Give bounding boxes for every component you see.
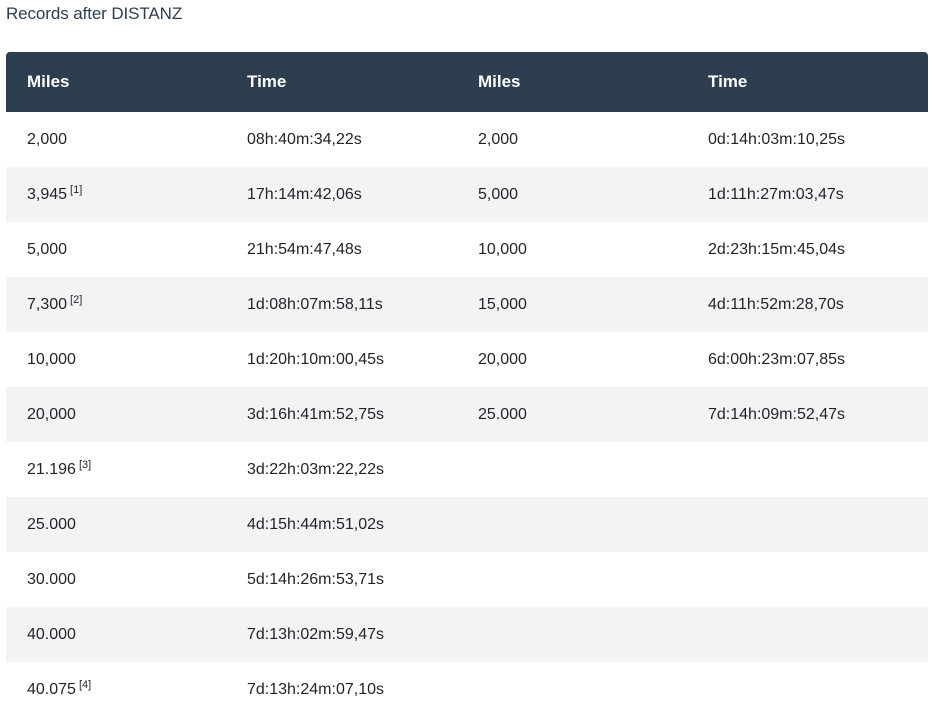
table-row: 21.196 [3] 3d:22h:03m:22,22s <box>6 442 928 497</box>
cell-miles-2 <box>457 442 687 497</box>
cell-miles-1: 21.196 [3] <box>6 442 226 497</box>
table-row: 5,000 21h:54m:47,48s 10,000 2d:23h:15m:45,0… <box>6 222 928 277</box>
page-title: Records after DISTANZ <box>6 4 183 23</box>
cell-miles-2: 10,000 <box>478 240 527 258</box>
cell-miles-1: 30.000 <box>6 552 226 607</box>
miles-value: 20,000 <box>27 405 76 423</box>
cell-miles-1: 25.000 <box>6 497 226 552</box>
miles-value: 30.000 <box>27 570 76 588</box>
cell-time-1: 21h:54m:47,48s <box>247 240 362 258</box>
records-table: Miles Time Miles Time 2,000 08h:40m:34,22… <box>6 52 928 717</box>
table-row: 3,945 [1] 17h:14m:42,06s 5,000 1d:11h:27m:03… <box>6 167 928 222</box>
table-row: 25.000 4d:15h:44m:51,02s <box>6 497 928 552</box>
header-time-2: Time <box>708 72 748 91</box>
cell-miles-1: 2,000 <box>6 112 226 167</box>
cell-miles-2 <box>457 497 687 552</box>
table-row: 40.075 [4] 7d:13h:24m:07,10s <box>6 662 928 717</box>
cell-miles-1: 3,945 [1] <box>6 167 226 222</box>
cell-time-2: 2d:23h:15m:45,04s <box>708 240 845 258</box>
cell-miles-1: 40.000 <box>6 607 226 662</box>
cell-miles-1: 7,300 [2] <box>6 277 226 332</box>
records-table-container: Miles Time Miles Time 2,000 08h:40m:34,22… <box>6 52 928 717</box>
cell-time-1: 5d:14h:26m:53,71s <box>247 570 384 588</box>
cell-time-1: 3d:16h:41m:52,75s <box>247 405 384 423</box>
miles-value: 21.196 <box>27 460 76 478</box>
cell-time-2: 0d:14h:03m:10,25s <box>708 130 845 148</box>
cell-time-2: 7d:14h:09m:52,47s <box>708 405 845 423</box>
cell-time-2: 1d:11h:27m:03,47s <box>708 185 844 203</box>
header-miles-2: Miles <box>478 72 521 91</box>
cell-miles-2: 5,000 <box>478 185 519 203</box>
footnote-reference[interactable]: [2] <box>70 293 83 306</box>
cell-miles-2 <box>457 662 687 717</box>
cell-time-1: 08h:40m:34,22s <box>247 130 362 148</box>
table-row: 40.000 7d:13h:02m:59,47s <box>6 607 928 662</box>
cell-miles-2: 2,000 <box>478 130 519 148</box>
cell-time-1: 4d:15h:44m:51,02s <box>247 515 384 533</box>
table-body: 2,000 08h:40m:34,22s 2,000 0d:14h:03m:10,25… <box>6 112 928 717</box>
miles-value: 25.000 <box>27 515 76 533</box>
miles-value: 40.000 <box>27 625 76 643</box>
cell-time-2 <box>687 607 928 662</box>
cell-miles-2 <box>457 607 687 662</box>
cell-time-2: 6d:00h:23m:07,85s <box>708 350 845 368</box>
cell-time-1: 7d:13h:02m:59,47s <box>247 625 384 643</box>
footnote-reference[interactable]: [3] <box>78 458 92 471</box>
miles-value: 5,000 <box>27 240 68 258</box>
cell-time-2 <box>687 442 928 497</box>
miles-value: 10,000 <box>27 350 76 368</box>
header-miles-1: Miles <box>27 72 70 91</box>
footnote-reference[interactable]: [1] <box>70 183 83 196</box>
cell-time-1: 17h:14m:42,06s <box>247 185 362 203</box>
cell-time-2 <box>687 552 928 607</box>
cell-time-1: 7d:13h:24m:07,10s <box>247 680 384 698</box>
cell-miles-2: 20,000 <box>478 350 527 368</box>
cell-time-1: 1d:20h:10m:00,45s <box>247 350 384 368</box>
cell-miles-2: 15,000 <box>478 295 527 313</box>
table-row: 10,000 1d:20h:10m:00,45s 20,000 6d:00h:23m:… <box>6 332 928 387</box>
cell-miles-1: 10,000 <box>6 332 226 387</box>
footnote-reference[interactable]: [4] <box>78 678 92 691</box>
cell-time-2: 4d:11h:52m:28,70s <box>708 295 844 313</box>
cell-time-2 <box>687 497 928 552</box>
header-time-1: Time <box>247 72 287 91</box>
miles-value: 7,300 <box>27 295 68 313</box>
header-row: Miles Time Miles Time <box>6 52 928 112</box>
cell-time-1: 3d:22h:03m:22,22s <box>247 460 384 478</box>
cell-time-2 <box>687 662 928 717</box>
miles-value: 40.075 <box>27 680 76 698</box>
cell-time-1: 1d:08h:07m:58,11s <box>247 295 383 313</box>
cell-miles-2: 25.000 <box>478 405 527 423</box>
table-row: 2,000 08h:40m:34,22s 2,000 0d:14h:03m:10,25… <box>6 112 928 167</box>
table-row: 30.000 5d:14h:26m:53,71s <box>6 552 928 607</box>
table-row: 20,000 3d:16h:41m:52,75s 25.000 7d:14h:09m:… <box>6 387 928 442</box>
cell-miles-1: 20,000 <box>6 387 226 442</box>
table-row: 7,300 [2] 1d:08h:07m:58,11s 15,000 4d:11h:52… <box>6 277 928 332</box>
table-header: Miles Time Miles Time <box>6 52 928 112</box>
cell-miles-1: 40.075 [4] <box>6 662 226 717</box>
miles-value: 3,945 <box>27 185 68 203</box>
cell-miles-1: 5,000 <box>6 222 226 277</box>
cell-miles-2 <box>457 552 687 607</box>
miles-value: 2,000 <box>27 130 68 148</box>
